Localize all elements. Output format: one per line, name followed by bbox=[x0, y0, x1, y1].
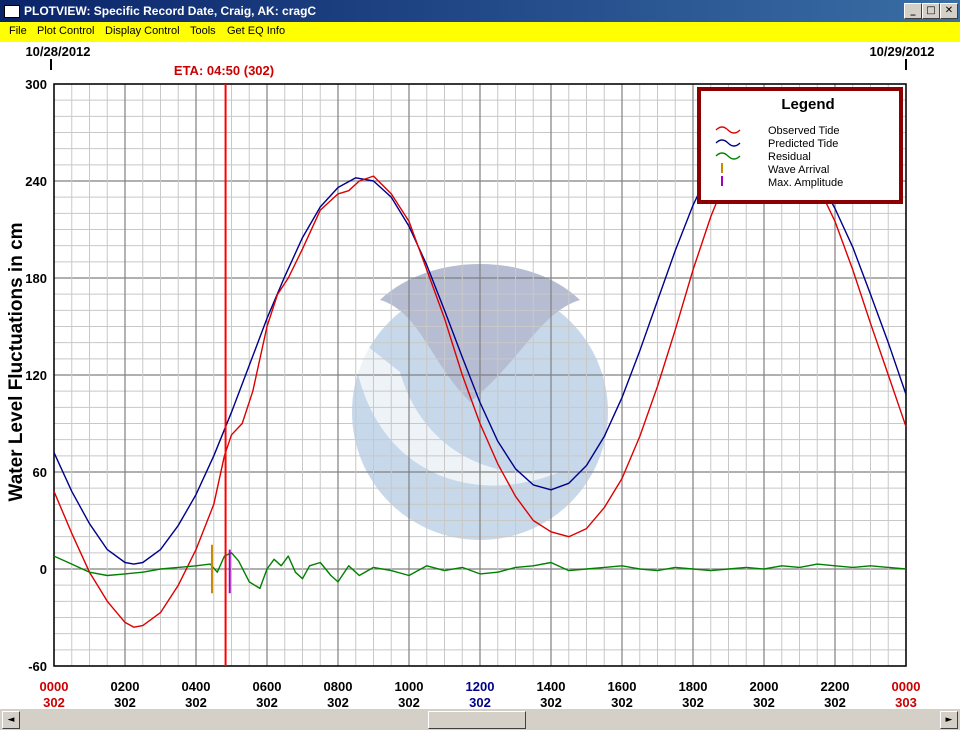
y-tick-labels: -60 0 60 120 180 240 300 bbox=[25, 77, 47, 674]
x-tick-time-label: 1400 bbox=[537, 679, 566, 694]
y-axis-label: Water Level Fluctuations in cm bbox=[6, 222, 27, 501]
menu-tools[interactable]: Tools bbox=[190, 25, 216, 37]
y-tick-label: 240 bbox=[25, 174, 47, 189]
x-tick-day-label: 303 bbox=[895, 695, 917, 708]
x-tick-day-label: 302 bbox=[611, 695, 633, 708]
x-tick-labels: 0000302020030204003020600302080030210003… bbox=[40, 679, 921, 710]
window-title: PLOTVIEW: Specific Record Date, Craig, A… bbox=[24, 4, 317, 18]
scroll-left-arrow-icon[interactable]: ◄ bbox=[2, 711, 20, 729]
x-tick-day-label: 302 bbox=[682, 695, 704, 708]
x-tick-time-label: 0400 bbox=[182, 679, 211, 694]
minimize-button[interactable]: _ bbox=[904, 3, 922, 19]
x-tick-day-label: 302 bbox=[753, 695, 775, 708]
legend-swatch-predicted-tide bbox=[715, 139, 741, 147]
x-tick-time-label: 0200 bbox=[111, 679, 140, 694]
x-tick-time-label: 0000 bbox=[892, 679, 921, 694]
x-tick-day-label: 302 bbox=[398, 695, 420, 708]
menu-bar: File Plot Control Display Control Tools … bbox=[0, 22, 960, 42]
menu-plot-control[interactable]: Plot Control bbox=[37, 25, 95, 37]
y-tick-label: -60 bbox=[28, 659, 47, 674]
x-tick-time-label: 1600 bbox=[608, 679, 637, 694]
y-tick-label: 180 bbox=[25, 271, 47, 286]
markers-layer bbox=[210, 544, 231, 594]
x-tick-day-label: 302 bbox=[824, 695, 846, 708]
legend-title: Legend bbox=[781, 96, 834, 113]
legend-swatch-residual bbox=[715, 152, 741, 160]
x-tick-day-label: 302 bbox=[185, 695, 207, 708]
legend-label: Observed Tide bbox=[768, 125, 840, 137]
date-right-label: 10/29/2012 bbox=[869, 44, 934, 59]
legend-label: Residual bbox=[768, 151, 811, 163]
x-tick-time-label: 1800 bbox=[679, 679, 708, 694]
x-tick-day-label: 302 bbox=[540, 695, 562, 708]
date-left-label: 10/28/2012 bbox=[25, 44, 90, 59]
scroll-thumb[interactable] bbox=[428, 711, 526, 729]
x-tick-day-label: 302 bbox=[114, 695, 136, 708]
eta-label: ETA: 04:50 (302) bbox=[174, 63, 274, 78]
x-tick-time-label: 0600 bbox=[253, 679, 282, 694]
legend-label: Max. Amplitude bbox=[768, 177, 843, 189]
legend-swatch-observed-tide bbox=[715, 126, 741, 134]
plot-frame bbox=[53, 83, 907, 667]
x-tick-time-label: 2200 bbox=[821, 679, 850, 694]
series-residual-line bbox=[53, 552, 907, 590]
x-tick-day-label: 302 bbox=[43, 695, 65, 708]
x-tick-time-label: 1200 bbox=[466, 679, 495, 694]
x-tick-time-label: 0800 bbox=[324, 679, 353, 694]
close-button[interactable]: ✕ bbox=[940, 3, 958, 19]
y-tick-label: 120 bbox=[25, 368, 47, 383]
menu-get-eq-info[interactable]: Get EQ Info bbox=[227, 25, 286, 37]
legend-label: Wave Arrival bbox=[768, 164, 829, 176]
x-tick-time-label: 2000 bbox=[750, 679, 779, 694]
app-icon bbox=[4, 5, 20, 18]
menu-file[interactable]: File bbox=[9, 25, 27, 37]
maximize-button[interactable]: □ bbox=[922, 3, 940, 19]
y-tick-label: 0 bbox=[40, 562, 47, 577]
x-tick-time-label: 1000 bbox=[395, 679, 424, 694]
horizontal-scrollbar[interactable]: ◄ ► bbox=[0, 708, 960, 730]
x-tick-day-label: 302 bbox=[256, 695, 278, 708]
y-tick-label: 300 bbox=[25, 77, 47, 92]
tide-chart: ETA: 04:50 (302) 10/28/2012 10/29/2012 W… bbox=[6, 44, 935, 710]
y-tick-label: 60 bbox=[33, 465, 47, 480]
x-tick-day-label: 302 bbox=[327, 695, 349, 708]
x-tick-day-label: 302 bbox=[469, 695, 491, 708]
scroll-right-arrow-icon[interactable]: ► bbox=[940, 711, 958, 729]
legend-label: Predicted Tide bbox=[768, 138, 838, 150]
menu-display-control[interactable]: Display Control bbox=[105, 25, 180, 37]
x-tick-time-label: 0000 bbox=[40, 679, 69, 694]
title-bar: PLOTVIEW: Specific Record Date, Craig, A… bbox=[0, 0, 960, 22]
plot-area: ETA: 04:50 (302) 10/28/2012 10/29/2012 W… bbox=[0, 42, 960, 710]
